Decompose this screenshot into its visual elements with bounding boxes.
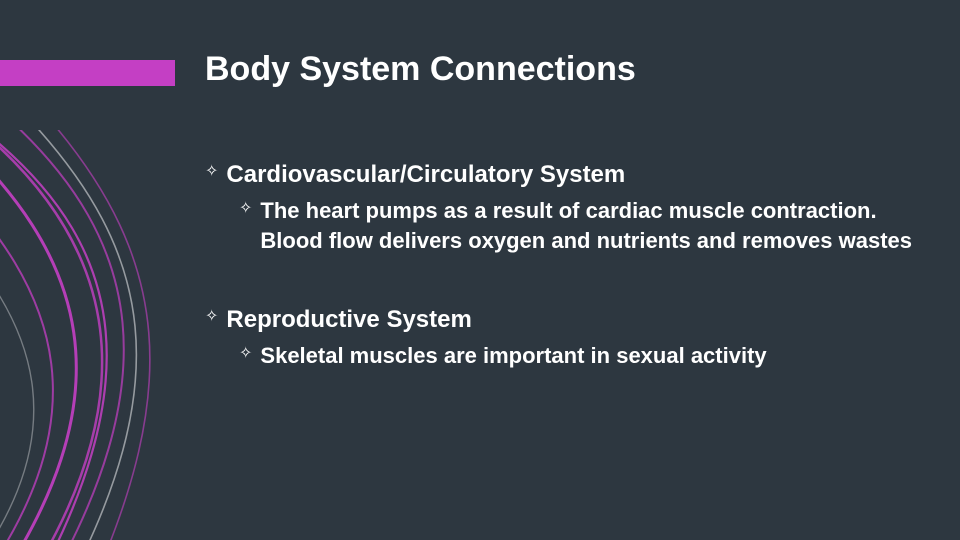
diamond-bullet-icon: ✧ <box>239 343 252 363</box>
section-spacer <box>205 256 920 304</box>
section-heading: Cardiovascular/Circulatory System <box>226 159 625 190</box>
diamond-bullet-icon: ✧ <box>205 306 218 326</box>
sub-item-1: ✧ Skeletal muscles are important in sexu… <box>239 341 920 371</box>
section-heading: Reproductive System <box>226 304 471 335</box>
sub-item-0: ✧ The heart pumps as a result of cardiac… <box>239 196 920 255</box>
slide: Body System Connections ✧ Cardiovascular… <box>0 0 960 540</box>
content-area: Body System Connections ✧ Cardiovascular… <box>205 50 920 370</box>
section-0: ✧ Cardiovascular/Circulatory System ✧ Th… <box>205 159 920 256</box>
section-1: ✧ Reproductive System ✧ Skeletal muscles… <box>205 304 920 371</box>
accent-bar <box>0 60 175 86</box>
slide-title: Body System Connections <box>205 50 920 89</box>
section-body: Skeletal muscles are important in sexual… <box>260 341 766 371</box>
diamond-bullet-icon: ✧ <box>239 198 252 218</box>
section-body: The heart pumps as a result of cardiac m… <box>260 196 920 255</box>
diamond-bullet-icon: ✧ <box>205 161 218 181</box>
heading-item-1: ✧ Reproductive System <box>205 304 920 335</box>
heading-item-0: ✧ Cardiovascular/Circulatory System <box>205 159 920 190</box>
